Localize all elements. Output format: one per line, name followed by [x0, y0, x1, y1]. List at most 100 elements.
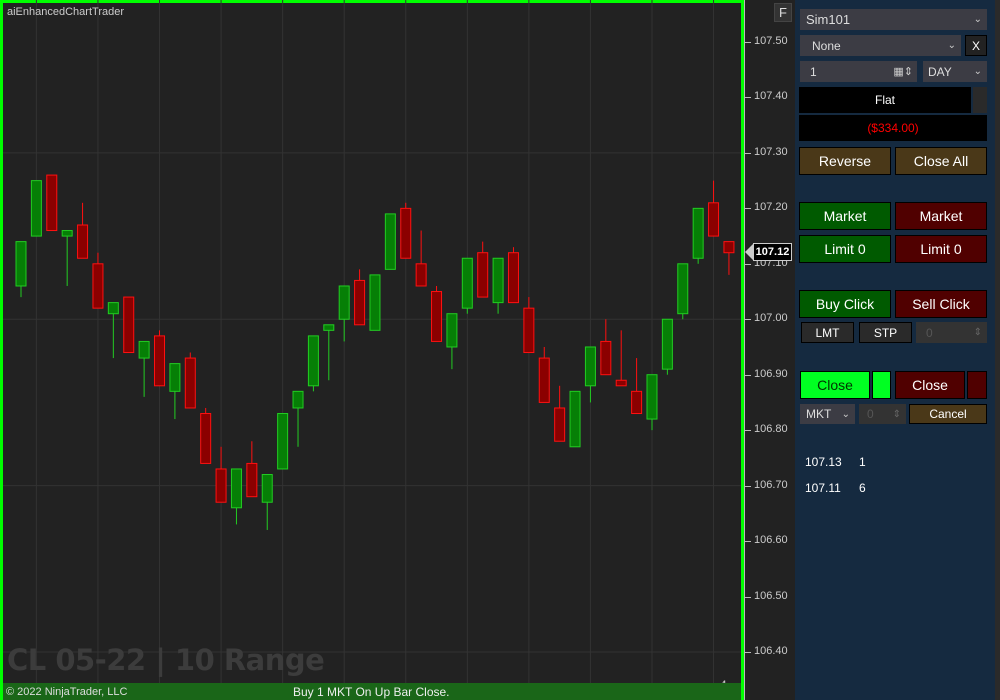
level-qty: 1	[859, 455, 866, 469]
panel-scrollbar[interactable]	[995, 0, 1000, 700]
candle-down	[708, 202, 720, 237]
candle-up	[646, 374, 658, 420]
candle-down	[92, 263, 104, 309]
candle-up	[692, 207, 704, 259]
chevron-down-icon: ⌄	[973, 14, 982, 25]
axis-tick-label: 107.30	[754, 145, 788, 158]
lmt-button[interactable]: LMT	[801, 322, 854, 343]
candle-up	[446, 313, 458, 348]
candle-up	[661, 318, 673, 370]
atm-strategy-select[interactable]: None ⌄	[800, 35, 961, 56]
position-display: Flat	[799, 87, 971, 113]
buy-market-button[interactable]: Market	[799, 202, 891, 230]
axis-tick	[745, 42, 751, 43]
reverse-button[interactable]: Reverse	[799, 147, 891, 175]
spinner-arrows-icon[interactable]: ⇕	[892, 408, 901, 420]
axis-tick-label: 107.20	[754, 201, 788, 214]
close-long-indicator[interactable]	[872, 371, 891, 399]
offset-spinner[interactable]: 0 ⇕	[916, 322, 987, 343]
account-select[interactable]: Sim101 ⌄	[800, 9, 987, 30]
level-qty: 6	[859, 481, 866, 495]
status-bar: © 2022 NinjaTrader, LLC Buy 1 MKT On Up …	[3, 683, 741, 700]
candle-down	[600, 340, 612, 376]
close-short-indicator[interactable]	[967, 371, 987, 399]
close-all-button[interactable]: Close All	[895, 147, 987, 175]
sell-click-button[interactable]: Sell Click	[895, 290, 987, 318]
axis-tick	[745, 208, 751, 210]
axis-tick	[745, 374, 751, 376]
chevron-down-icon: ⌄	[973, 66, 982, 77]
axis-tick	[745, 596, 751, 598]
candle-down	[246, 462, 258, 498]
candle-up	[277, 413, 289, 470]
candle-up	[292, 390, 304, 409]
instrument-watermark: CL 05-22 | 10 Range	[7, 643, 325, 677]
candle-down	[723, 241, 735, 254]
calculator-stepper-icon[interactable]: ▦⇕	[893, 66, 913, 78]
candlestick-plot	[3, 0, 741, 700]
axis-tick-label: 107.50	[754, 35, 788, 47]
candle-up	[107, 302, 119, 315]
candle-up	[138, 340, 150, 359]
axis-tick	[745, 97, 751, 99]
axis-tick-label: 106.50	[754, 589, 788, 602]
quantity-input[interactable]: 1 ▦⇕	[800, 61, 917, 82]
candle-down	[615, 379, 627, 387]
candle-down	[154, 335, 166, 387]
price-axis[interactable]: F 107.50 107.40 107.30 107.20 107.10 107.00 10…	[744, 0, 795, 700]
candle-down	[415, 263, 427, 287]
axis-tick	[745, 263, 751, 265]
quantity-value: 1	[810, 64, 817, 79]
cancel-button[interactable]: Cancel	[909, 404, 987, 424]
chart-area[interactable]: aiEnhancedChartTrader CL 05-22 | 10 Rang…	[0, 0, 744, 700]
candle-down	[400, 207, 412, 259]
position-indicator	[973, 87, 987, 113]
atm-clear-button[interactable]: X	[965, 35, 987, 56]
candle-up	[230, 468, 242, 509]
candle-up	[169, 363, 181, 392]
indicator-title: aiEnhancedChartTrader	[7, 6, 124, 18]
axis-tick	[745, 541, 751, 543]
atm-value: None	[812, 38, 841, 53]
buy-click-button[interactable]: Buy Click	[799, 290, 891, 318]
axis-tick	[745, 152, 751, 154]
candle-up	[384, 213, 396, 270]
close-long-button[interactable]: Close	[800, 371, 870, 399]
candle-up	[307, 335, 319, 387]
axis-tick-label: 106.70	[754, 478, 788, 491]
candle-up	[261, 474, 273, 503]
sell-limit-button[interactable]: Limit 0	[895, 235, 987, 263]
candle-up	[323, 324, 335, 331]
pnl-display: ($334.00)	[799, 115, 987, 141]
candle-down	[538, 357, 550, 403]
axis-tick-label: 106.90	[754, 367, 788, 380]
order-type-select[interactable]: MKT ⌄	[800, 404, 855, 424]
sell-market-button[interactable]: Market	[895, 202, 987, 230]
axis-tick-label: 107.00	[754, 312, 788, 325]
level-price: 107.11	[805, 481, 841, 495]
price-marker-pointer	[745, 244, 753, 260]
candle-up	[461, 257, 473, 309]
candle-down	[554, 407, 566, 442]
candle-down	[77, 224, 89, 259]
account-value: Sim101	[806, 12, 851, 27]
axis-tick-label: 106.80	[754, 423, 788, 436]
candle-down	[354, 279, 366, 326]
close-short-button[interactable]: Close	[895, 371, 965, 399]
axis-tick	[745, 651, 751, 653]
candle-up	[569, 390, 581, 448]
axis-tick	[745, 485, 751, 487]
spinner-arrows-icon[interactable]: ⇕	[973, 327, 982, 338]
candle-down	[431, 291, 443, 342]
buy-limit-button[interactable]: Limit 0	[799, 235, 891, 263]
candle-down	[200, 413, 212, 464]
candle-down	[123, 296, 135, 354]
copyright-text: © 2022 NinjaTrader, LLC	[6, 686, 128, 698]
f-button[interactable]: F	[774, 3, 792, 22]
order-offset-spinner[interactable]: 0 ⇕	[859, 404, 906, 424]
candle-up	[677, 263, 689, 315]
tif-select[interactable]: DAY ⌄	[923, 61, 987, 82]
axis-tick-label: 107.40	[754, 90, 788, 103]
candle-down	[46, 174, 58, 232]
stp-button[interactable]: STP	[859, 322, 912, 343]
